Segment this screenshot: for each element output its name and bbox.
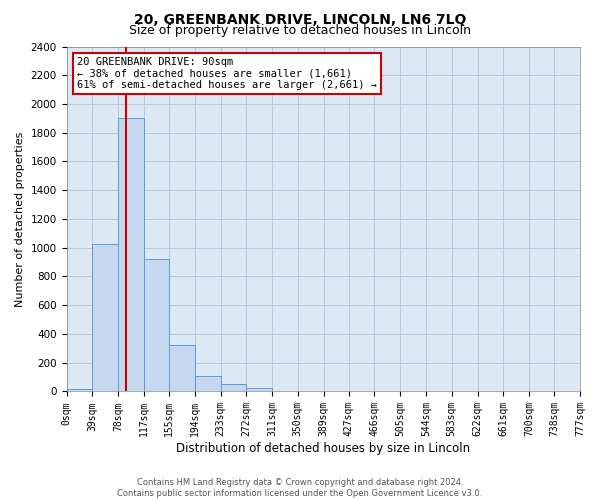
- Bar: [169, 346, 195, 392]
- Text: Contains HM Land Registry data © Crown copyright and database right 2024.
Contai: Contains HM Land Registry data © Crown c…: [118, 478, 482, 498]
- Bar: [246, 388, 272, 392]
- Bar: [118, 118, 144, 392]
- Bar: [221, 384, 246, 392]
- Bar: [67, 388, 92, 392]
- Text: 20, GREENBANK DRIVE, LINCOLN, LN6 7LQ: 20, GREENBANK DRIVE, LINCOLN, LN6 7LQ: [134, 12, 466, 26]
- Text: Size of property relative to detached houses in Lincoln: Size of property relative to detached ho…: [129, 24, 471, 37]
- Text: 20 GREENBANK DRIVE: 90sqm
← 38% of detached houses are smaller (1,661)
61% of se: 20 GREENBANK DRIVE: 90sqm ← 38% of detac…: [77, 57, 377, 90]
- Bar: [144, 259, 169, 392]
- Bar: [195, 376, 221, 392]
- Bar: [92, 244, 118, 392]
- X-axis label: Distribution of detached houses by size in Lincoln: Distribution of detached houses by size …: [176, 442, 470, 455]
- Y-axis label: Number of detached properties: Number of detached properties: [15, 132, 25, 306]
